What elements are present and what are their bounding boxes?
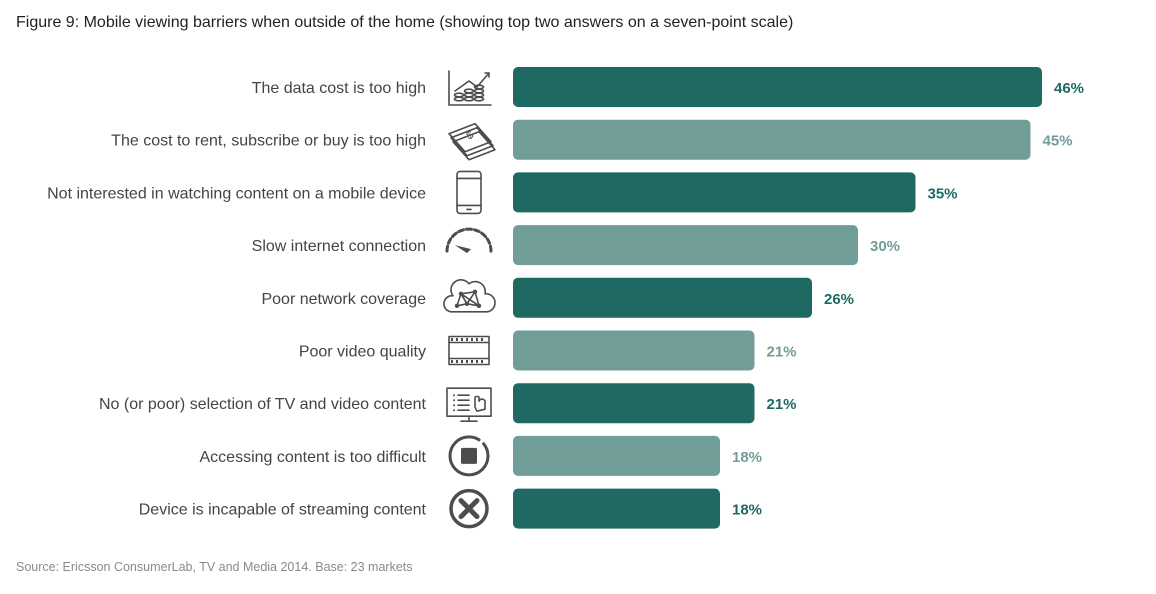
value-label: 18% [732, 502, 762, 519]
value-label: 21% [767, 344, 797, 361]
bar [513, 383, 755, 424]
bar [513, 435, 720, 476]
category-label: Poor video quality [299, 344, 426, 361]
chart-title: Figure 9: Mobile viewing barriers when o… [16, 14, 794, 31]
bar [513, 67, 1042, 107]
value-label: 30% [870, 238, 900, 255]
value-label: 45% [1043, 133, 1073, 150]
svg-text:$: $ [465, 129, 476, 142]
network-cloud-icon [443, 279, 496, 313]
bar [513, 119, 1031, 160]
smartphone-icon [456, 170, 482, 215]
coin-stacks-icon [448, 70, 492, 106]
value-label: 18% [732, 449, 762, 466]
bar [513, 172, 916, 213]
value-label: 21% [767, 396, 797, 413]
film-strip-icon [448, 335, 490, 366]
category-label: Accessing content is too difficult [200, 449, 427, 466]
category-label: Slow internet connection [252, 238, 426, 255]
value-label: 26% [824, 291, 854, 308]
value-label: 46% [1054, 80, 1084, 97]
category-label: Not interested in watching content on a … [47, 185, 426, 202]
bar [513, 277, 812, 318]
bar-chart: The data cost is too high 46% The cost to … [47, 67, 1084, 529]
category-label: Device is incapable of streaming content [139, 502, 427, 519]
bar [513, 488, 720, 529]
category-label: The cost to rent, subscribe or buy is to… [111, 133, 426, 150]
category-label: Poor network coverage [261, 291, 426, 308]
bar [513, 225, 858, 266]
bar [513, 330, 755, 371]
value-label: 35% [928, 185, 958, 202]
speedometer-icon [445, 227, 493, 254]
category-label: The data cost is too high [252, 80, 426, 97]
x-circle-icon [449, 488, 489, 529]
source-note: Source: Ericsson ConsumerLab, TV and Med… [16, 560, 413, 574]
banknotes-icon: $ [448, 122, 496, 161]
category-label: No (or poor) selection of TV and video c… [99, 396, 427, 413]
stop-button-icon [448, 435, 490, 477]
tv-screen-icon [446, 387, 492, 423]
